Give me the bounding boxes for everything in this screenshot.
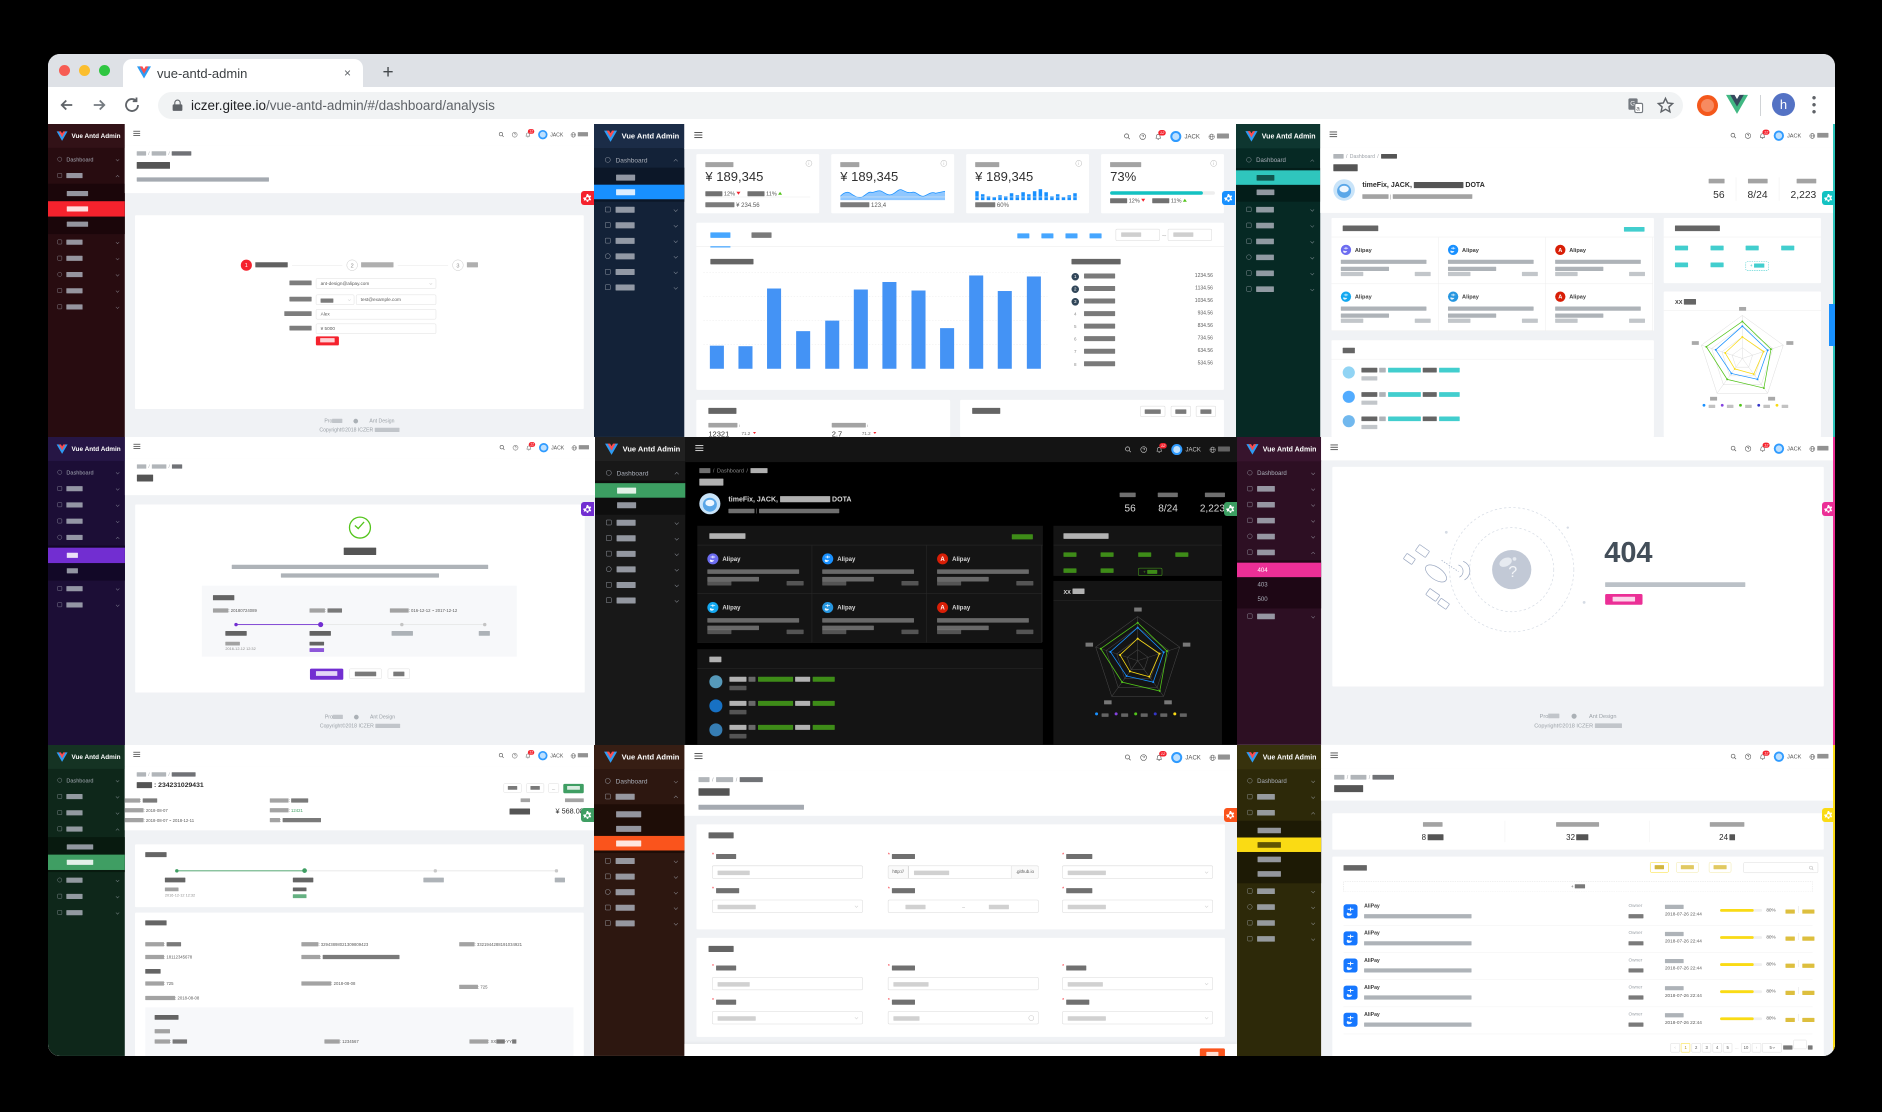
svg-text:G: G [1630, 101, 1635, 108]
svg-text:?: ? [1508, 564, 1517, 581]
svg-text:a: a [1636, 105, 1640, 112]
